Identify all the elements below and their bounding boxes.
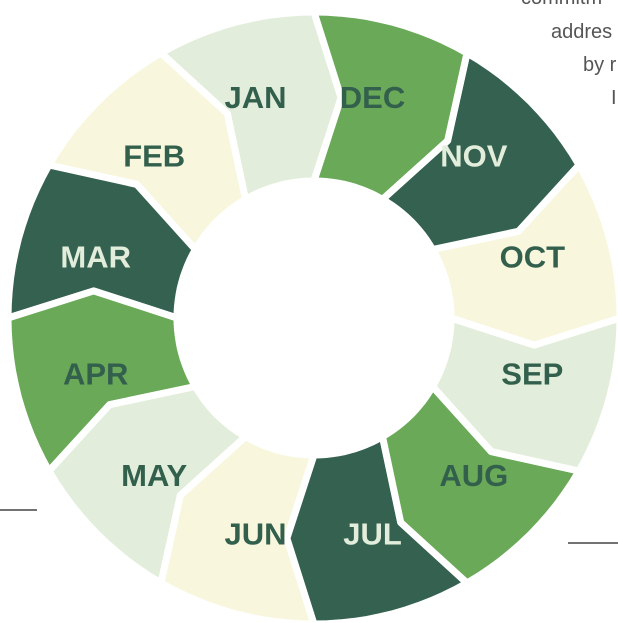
wheel: JAN FEB MAR APR MAY JUN JUL AUG SEP OCT NOV DEC (4, 8, 618, 623)
month-label: JUN (224, 516, 286, 551)
month-segment (45, 383, 249, 587)
month-label: DEC (340, 80, 405, 115)
month-label: JUL (343, 516, 402, 551)
month-label: NOV (440, 138, 508, 173)
side-text: by r (583, 54, 617, 76)
side-text: commitm (521, 0, 602, 9)
center-hole (179, 183, 449, 453)
month-segment (4, 161, 199, 322)
month-segment (379, 383, 583, 587)
month-segment (379, 49, 583, 253)
side-text: I (611, 87, 617, 109)
month-label: FEB (123, 138, 185, 173)
month-label: MAY (121, 458, 187, 493)
month-label: OCT (500, 240, 566, 275)
month-label: AUG (439, 458, 508, 493)
month-segment (4, 287, 199, 475)
month-label: SEP (501, 357, 563, 392)
month-label: MAR (60, 240, 131, 275)
month-segment (45, 49, 249, 253)
side-text: addres (551, 21, 612, 43)
month-segment (283, 433, 471, 623)
month-segment (310, 8, 471, 203)
month-segment (429, 161, 618, 349)
month-segment (157, 433, 318, 623)
month-label: APR (63, 357, 128, 392)
month-label: JAN (224, 80, 286, 115)
